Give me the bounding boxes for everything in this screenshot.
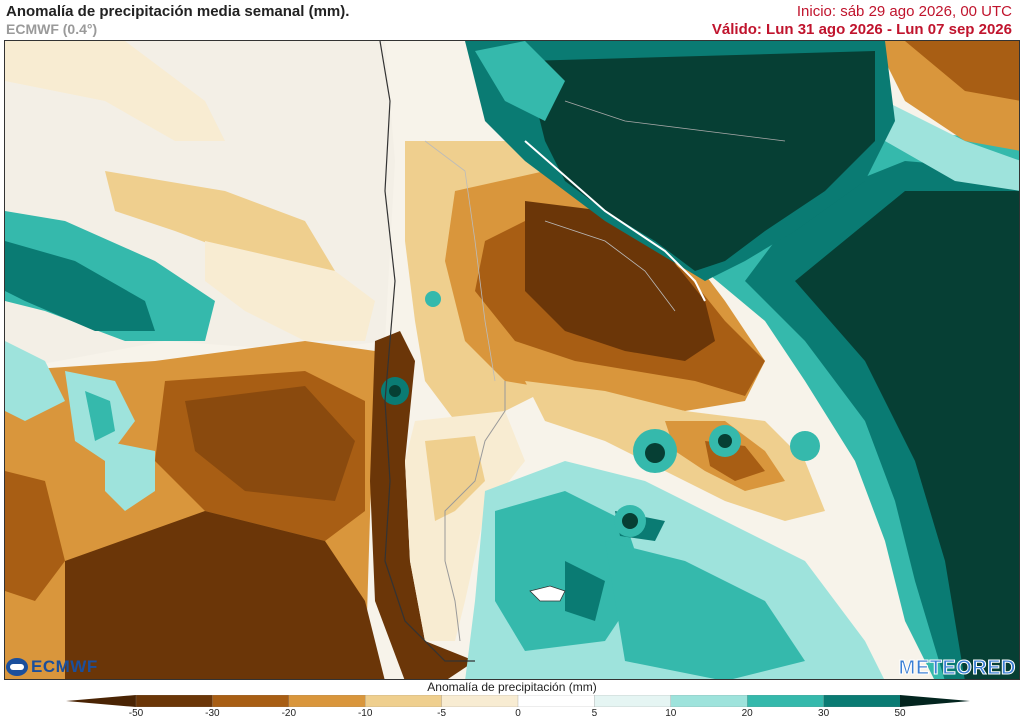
colorbar-label: Anomalía de precipitación (mm): [427, 680, 597, 694]
colorbar-segment: [594, 695, 672, 707]
ecmwf-logo: ECMWF: [6, 657, 98, 677]
header: Anomalía de precipitación media semanal …: [0, 0, 1024, 40]
colorbar-right-arrow: [900, 695, 970, 707]
colorbar-segment: [670, 695, 748, 707]
colorbar-segment: [365, 695, 443, 707]
colorbar-segment: [212, 695, 290, 707]
map-canvas: [5, 41, 1019, 679]
valid-period: Válido: Lun 31 ago 2026 - Lun 07 sep 202…: [711, 21, 1012, 38]
meteored-logo: METEORED: [898, 657, 1016, 680]
colorbar-tick-label: -20: [281, 708, 297, 719]
colorbar-tick-label: -10: [357, 708, 373, 719]
colorbar-tick-label: 50: [894, 708, 906, 719]
colorbar-segment: [747, 695, 825, 707]
colorbar-tick-label: 30: [818, 708, 830, 719]
ecmwf-logo-icon: [6, 658, 28, 676]
colorbar-segment: [441, 695, 519, 707]
colorbar-segment: [823, 695, 901, 707]
colorbar-tick-label: 0: [515, 708, 521, 719]
colorbar-tick-label: -50: [128, 708, 144, 719]
colorbar-segment: [288, 695, 366, 707]
colorbar-tick-label: -30: [205, 708, 220, 719]
precipitation-anomaly-map: [4, 40, 1020, 680]
colorbar-segments: [135, 695, 901, 707]
map-title: Anomalía de precipitación media semanal …: [6, 3, 350, 20]
colorbar-tick-label: -5: [437, 708, 447, 719]
colorbar-segment: [135, 695, 214, 707]
colorbar: [66, 695, 970, 707]
colorbar-tick-label: 10: [665, 708, 677, 719]
colorbar-segment: [517, 695, 596, 707]
colorbar-ticks: -50 -30 -20 -10 -5 0 5 10 20 30 50: [0, 708, 1024, 720]
init-time: Inicio: sáb 29 ago 2026, 00 UTC: [796, 3, 1012, 20]
colorbar-tick-label: 5: [591, 708, 598, 719]
model-label: ECMWF (0.4°): [6, 21, 98, 37]
colorbar-left-arrow: [66, 695, 136, 707]
ecmwf-logo-text: ECMWF: [31, 657, 98, 676]
colorbar-tick-label: 20: [741, 708, 753, 719]
